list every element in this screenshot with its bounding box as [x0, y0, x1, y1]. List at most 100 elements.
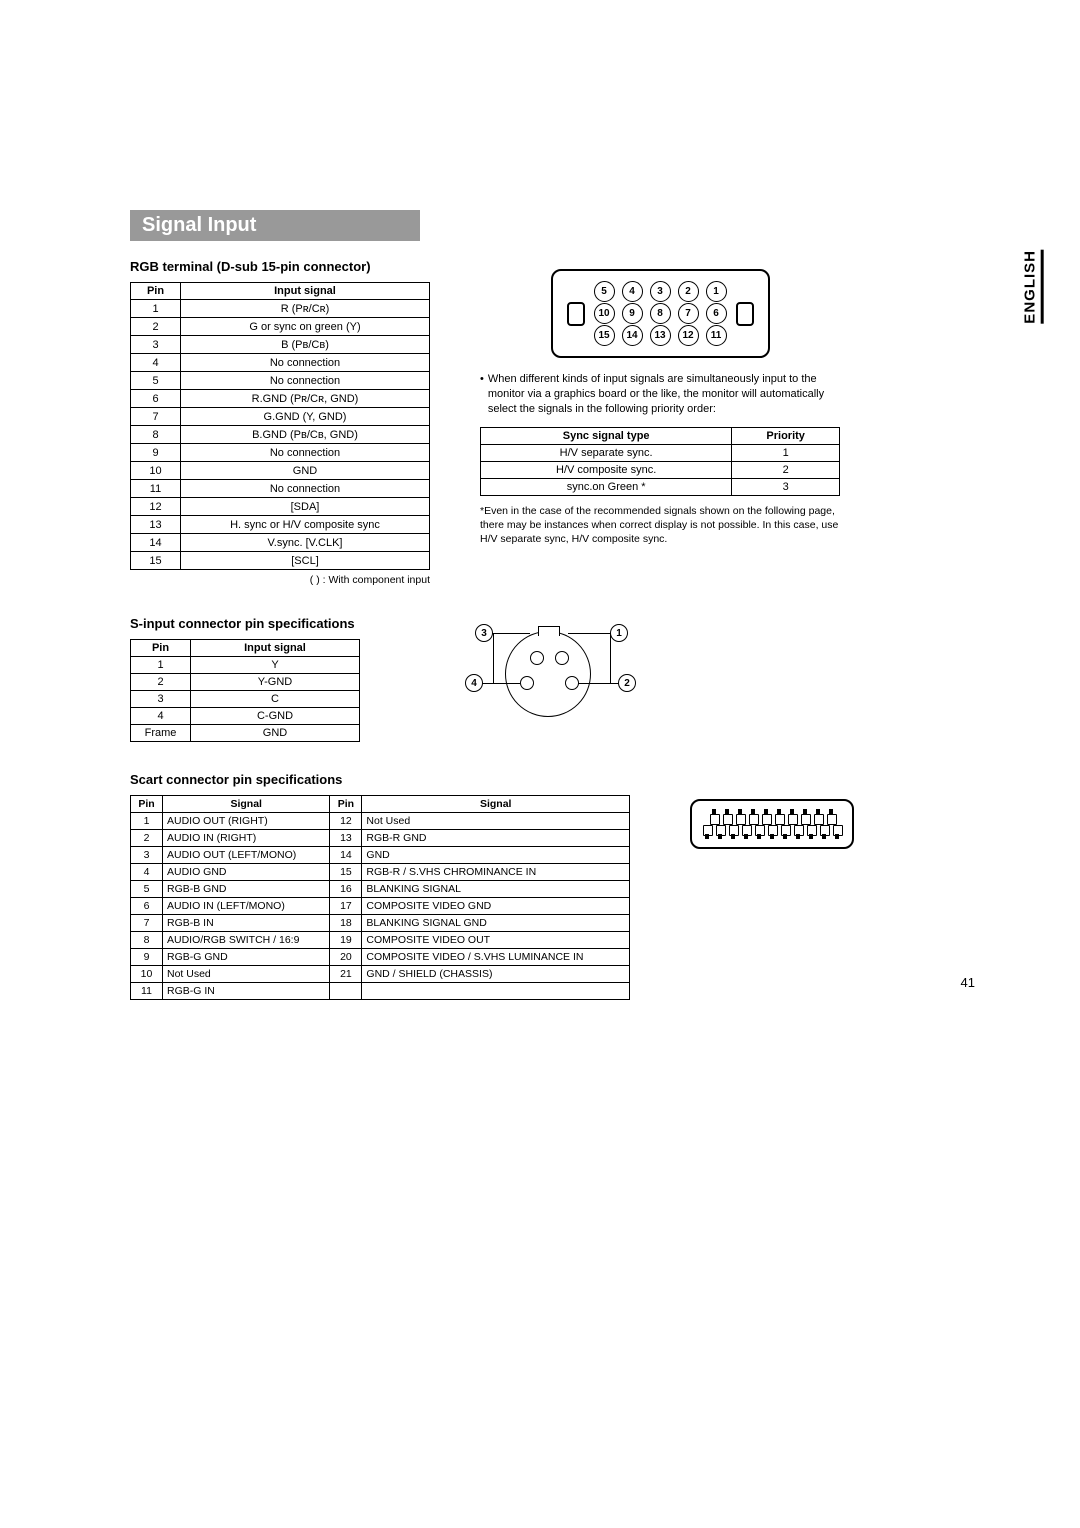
- sync-priority: 1: [732, 444, 840, 461]
- scart-pin: 2: [131, 830, 163, 847]
- table-row: sync.on Green *3: [481, 478, 840, 495]
- dsub-row2: 109876: [594, 303, 727, 324]
- rgb-signal: R (Pʀ/Cʀ): [181, 300, 430, 318]
- scart-pin-icon: [702, 825, 712, 839]
- rgb-signal: G.GND (Y, GND): [181, 408, 430, 426]
- rgb-pin: 14: [131, 534, 181, 552]
- sinput-signal: C-GND: [191, 708, 360, 725]
- dsub-pin-2: 2: [678, 281, 699, 302]
- scart-wrap: Pin Signal Pin Signal 1AUDIO OUT (RIGHT)…: [130, 795, 980, 1000]
- right-column: 54321 109876 1514131211 • When different…: [480, 259, 840, 586]
- rgb-pin: 13: [131, 516, 181, 534]
- scart-sig: AUDIO OUT (LEFT/MONO): [163, 847, 330, 864]
- scart-pin: 9: [131, 949, 163, 966]
- rgb-title: RGB terminal (D-sub 15-pin connector): [130, 259, 430, 274]
- scart-pin: 3: [131, 847, 163, 864]
- scart-pin: 16: [330, 881, 362, 898]
- scart-bottom-row: [702, 825, 842, 839]
- rgb-pin: 8: [131, 426, 181, 444]
- scart-sig: BLANKING SIGNAL GND: [362, 915, 630, 932]
- table-row: 11No connection: [131, 480, 430, 498]
- s-input-title: S-input connector pin specifications: [130, 616, 360, 631]
- rgb-pin: 5: [131, 372, 181, 390]
- table-row: 4AUDIO GND15RGB-R / S.VHS CHROMINANCE IN: [131, 864, 630, 881]
- scart-pin-icon: [722, 809, 732, 823]
- rgb-signal: R.GND (Pʀ/Cʀ, GND): [181, 390, 430, 408]
- scart-pin-icon: [826, 809, 836, 823]
- rgb-note: ( ) : With component input: [130, 574, 430, 586]
- scart-sig: RGB-R GND: [362, 830, 630, 847]
- sync-priority: 2: [732, 461, 840, 478]
- scart-sig: GND / SHIELD (CHASSIS): [362, 966, 630, 983]
- scart-sig: RGB-B GND: [163, 881, 330, 898]
- rgb-pin: 15: [131, 552, 181, 570]
- dsub-end-left: [567, 302, 585, 326]
- rgb-signal: [SDA]: [181, 498, 430, 516]
- scart-pin-icon: [813, 809, 823, 823]
- scart-pin: 4: [131, 864, 163, 881]
- svideo-label-1: 1: [610, 624, 628, 642]
- scart-pin: 17: [330, 898, 362, 915]
- table-row: 5RGB-B GND16BLANKING SIGNAL: [131, 881, 630, 898]
- rgb-pin: 10: [131, 462, 181, 480]
- table-row: 10GND: [131, 462, 430, 480]
- svideo-label-4: 4: [465, 674, 483, 692]
- sync-type: H/V separate sync.: [481, 444, 732, 461]
- rgb-signal: No connection: [181, 354, 430, 372]
- sync-type: sync.on Green *: [481, 478, 732, 495]
- scart-sig: RGB-G IN: [163, 983, 330, 1000]
- scart-pin: 11: [131, 983, 163, 1000]
- scart-pin-icon: [793, 825, 803, 839]
- svideo-notch: [538, 626, 560, 636]
- sinput-pin: 1: [131, 657, 191, 674]
- table-row: 3C: [131, 691, 360, 708]
- table-row: 14V.sync. [V.CLK]: [131, 534, 430, 552]
- table-row: 6R.GND (Pʀ/Cʀ, GND): [131, 390, 430, 408]
- scart-pin-icon: [709, 809, 719, 823]
- scart-sig: AUDIO GND: [163, 864, 330, 881]
- s-input-section: S-input connector pin specifications Pin…: [130, 616, 980, 742]
- scart-pin-icon: [806, 825, 816, 839]
- table-row: H/V composite sync.2: [481, 461, 840, 478]
- dsub-box: 54321 109876 1514131211: [551, 269, 770, 358]
- scart-sig: Not Used: [362, 813, 630, 830]
- sync-priority: 3: [732, 478, 840, 495]
- sync-th-priority: Priority: [732, 427, 840, 444]
- svideo-line: [610, 633, 611, 683]
- rgb-signal: G or sync on green (Y): [181, 318, 430, 336]
- svideo-pin-2: [565, 676, 579, 690]
- page-content: ENGLISH Signal Input RGB terminal (D-sub…: [0, 0, 1080, 1060]
- scart-pin-icon: [735, 809, 745, 823]
- scart-sig: AUDIO IN (RIGHT): [163, 830, 330, 847]
- rgb-signal: No connection: [181, 480, 430, 498]
- svideo-line: [568, 633, 611, 634]
- scart-pin: 18: [330, 915, 362, 932]
- scart-sig: AUDIO OUT (RIGHT): [163, 813, 330, 830]
- dsub-pin-5: 5: [594, 281, 615, 302]
- scart-th-sig1: Signal: [163, 796, 330, 813]
- svideo-pin-3: [530, 651, 544, 665]
- scart-sig: COMPOSITE VIDEO / S.VHS LUMINANCE IN: [362, 949, 630, 966]
- table-row: 8B.GND (Pв/Cв, GND): [131, 426, 430, 444]
- scart-pin-icon: [741, 825, 751, 839]
- scart-title: Scart connector pin specifications: [130, 772, 980, 787]
- top-columns: RGB terminal (D-sub 15-pin connector) Pi…: [130, 259, 980, 586]
- table-row: 6AUDIO IN (LEFT/MONO)17COMPOSITE VIDEO G…: [131, 898, 630, 915]
- table-row: H/V separate sync.1: [481, 444, 840, 461]
- scart-sig: Not Used: [163, 966, 330, 983]
- sinput-pin: 4: [131, 708, 191, 725]
- table-row: 4No connection: [131, 354, 430, 372]
- sinput-pin: Frame: [131, 725, 191, 742]
- table-row: 1AUDIO OUT (RIGHT)12Not Used: [131, 813, 630, 830]
- sync-bullet-text: When different kinds of input signals ar…: [488, 372, 840, 417]
- dsub-pin-1: 1: [706, 281, 727, 302]
- dsub-pin-11: 11: [706, 325, 727, 346]
- scart-sig: RGB-R / S.VHS CHROMINANCE IN: [362, 864, 630, 881]
- scart-sig: [362, 983, 630, 1000]
- rgb-pin: 4: [131, 354, 181, 372]
- dsub-pin-15: 15: [594, 325, 615, 346]
- sync-footnote: *Even in the case of the recommended sig…: [480, 504, 840, 547]
- dsub-pin-7: 7: [678, 303, 699, 324]
- table-row: 11RGB-G IN: [131, 983, 630, 1000]
- table-row: 10Not Used21GND / SHIELD (CHASSIS): [131, 966, 630, 983]
